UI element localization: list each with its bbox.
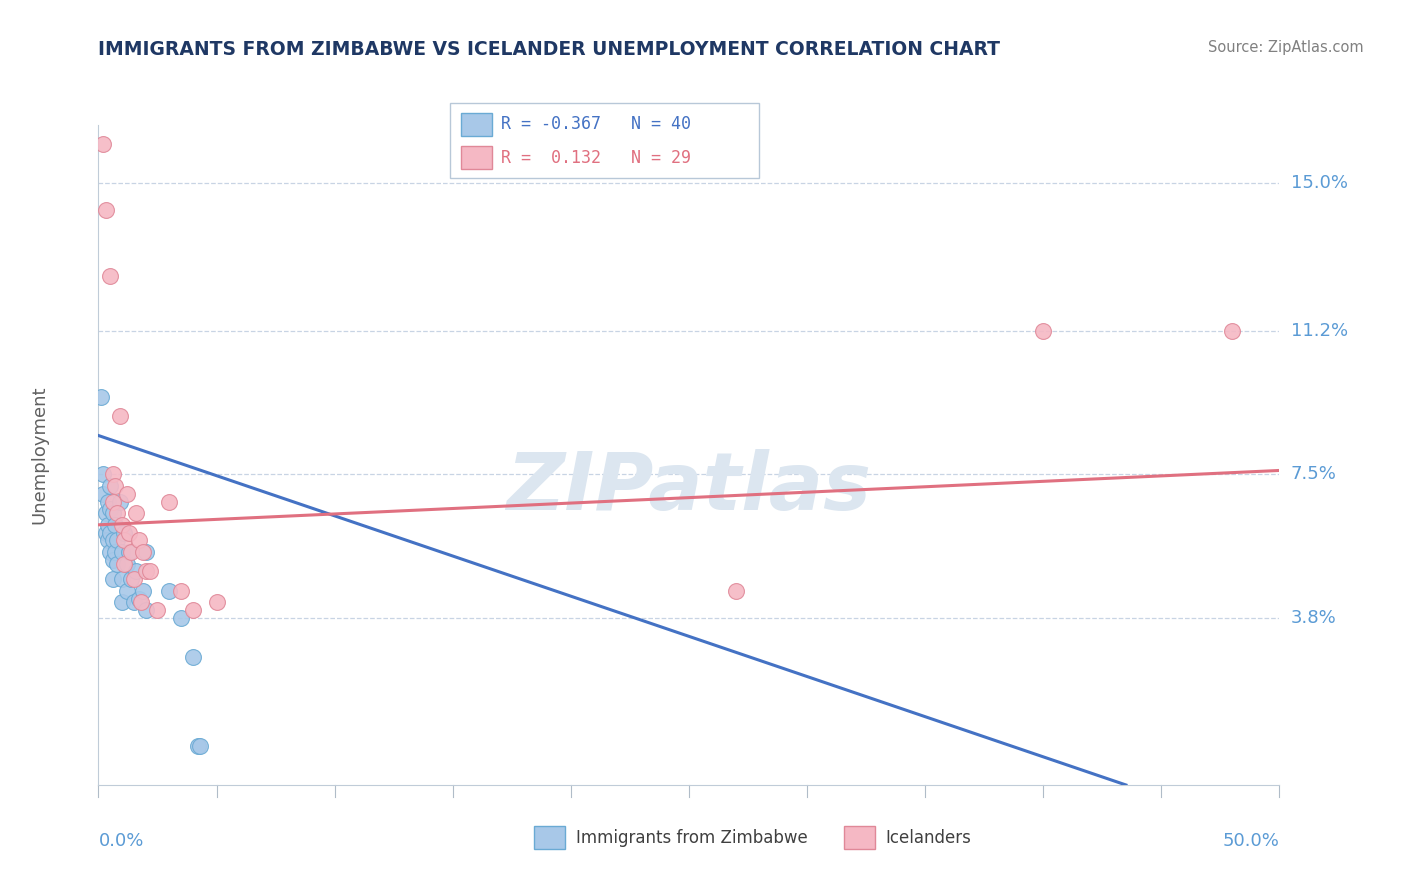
Point	[115, 583, 138, 598]
Point	[1032, 324, 1054, 338]
Text: ZIPatlas: ZIPatlas	[506, 449, 872, 527]
Point	[157, 494, 180, 508]
Point	[112, 525, 135, 540]
Point	[101, 506, 124, 520]
Point	[188, 739, 211, 753]
Text: 7.5%: 7.5%	[1291, 466, 1337, 483]
Point	[105, 557, 128, 571]
Point	[101, 467, 124, 482]
Point	[181, 603, 204, 617]
Point	[90, 390, 112, 404]
Point	[146, 603, 169, 617]
Point	[128, 533, 150, 548]
Text: R = -0.367   N = 40: R = -0.367 N = 40	[501, 115, 690, 133]
Point	[187, 739, 209, 753]
Point	[132, 545, 155, 559]
Point	[129, 595, 152, 609]
Point	[108, 409, 131, 423]
Point	[170, 611, 193, 625]
Point	[121, 572, 143, 586]
Point	[157, 583, 180, 598]
Text: 11.2%: 11.2%	[1291, 322, 1348, 340]
Point	[135, 603, 157, 617]
Point	[101, 553, 124, 567]
Point	[98, 502, 121, 516]
Point	[91, 467, 114, 482]
Point	[105, 533, 128, 548]
Text: 0.0%: 0.0%	[98, 831, 143, 849]
Point	[111, 595, 134, 609]
Point	[125, 506, 148, 520]
Point	[104, 545, 127, 559]
Point	[181, 649, 204, 664]
Point	[98, 525, 121, 540]
Point	[91, 137, 114, 152]
Point	[91, 487, 114, 501]
Point	[98, 269, 121, 284]
Point	[118, 545, 141, 559]
Text: 3.8%: 3.8%	[1291, 609, 1336, 627]
Point	[121, 545, 143, 559]
Point	[111, 572, 134, 586]
Point	[111, 545, 134, 559]
Point	[132, 583, 155, 598]
Text: Source: ZipAtlas.com: Source: ZipAtlas.com	[1208, 40, 1364, 55]
Point	[97, 517, 120, 532]
Point	[135, 545, 157, 559]
Text: Immigrants from Zimbabwe: Immigrants from Zimbabwe	[576, 829, 808, 847]
Point	[115, 487, 138, 501]
Point	[97, 533, 120, 548]
Point	[97, 494, 120, 508]
Point	[112, 533, 135, 548]
Point	[115, 557, 138, 571]
Text: #dce6f0: #dce6f0	[689, 487, 695, 488]
Text: 15.0%: 15.0%	[1291, 174, 1347, 192]
Point	[94, 525, 117, 540]
Point	[98, 479, 121, 493]
Point	[135, 565, 157, 579]
Text: Unemployment: Unemployment	[31, 385, 48, 524]
Point	[94, 506, 117, 520]
Point	[128, 591, 150, 606]
Point	[105, 506, 128, 520]
Text: IMMIGRANTS FROM ZIMBABWE VS ICELANDER UNEMPLOYMENT CORRELATION CHART: IMMIGRANTS FROM ZIMBABWE VS ICELANDER UN…	[98, 40, 1001, 59]
Text: R =  0.132   N = 29: R = 0.132 N = 29	[501, 149, 690, 167]
Point	[101, 533, 124, 548]
Point	[94, 203, 117, 218]
Point	[118, 525, 141, 540]
Point	[101, 494, 124, 508]
Point	[1220, 324, 1243, 338]
Point	[205, 595, 228, 609]
Point	[139, 565, 162, 579]
Point	[122, 595, 145, 609]
Text: 50.0%: 50.0%	[1223, 831, 1279, 849]
Point	[111, 517, 134, 532]
Point	[112, 557, 135, 571]
Text: Icelanders: Icelanders	[886, 829, 972, 847]
Point	[108, 494, 131, 508]
Point	[170, 583, 193, 598]
Point	[104, 517, 127, 532]
Point	[104, 479, 127, 493]
Point	[101, 572, 124, 586]
Point	[98, 545, 121, 559]
Point	[125, 565, 148, 579]
Point	[725, 583, 748, 598]
Point	[122, 572, 145, 586]
